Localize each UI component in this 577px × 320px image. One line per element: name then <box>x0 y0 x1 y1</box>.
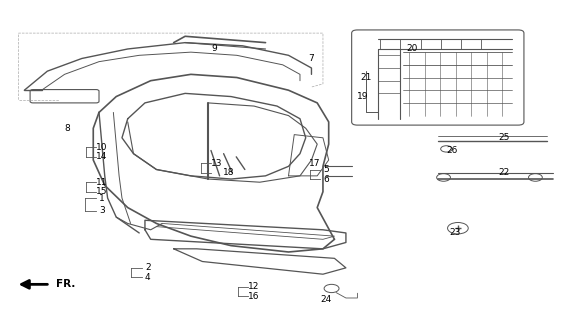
Text: 1: 1 <box>99 194 105 203</box>
Text: 12: 12 <box>248 282 260 292</box>
Text: 25: 25 <box>498 133 509 142</box>
Text: 24: 24 <box>320 295 331 304</box>
Text: 22: 22 <box>498 168 509 177</box>
Text: 17: 17 <box>309 159 320 168</box>
Text: 19: 19 <box>357 92 369 101</box>
Text: 18: 18 <box>223 168 234 177</box>
Text: 26: 26 <box>447 146 458 155</box>
Text: 4: 4 <box>145 273 151 282</box>
Text: 9: 9 <box>211 44 217 53</box>
Text: 3: 3 <box>99 206 105 215</box>
Text: 5: 5 <box>323 165 329 174</box>
Text: 11: 11 <box>96 178 108 187</box>
Text: 6: 6 <box>323 174 329 184</box>
Text: 16: 16 <box>248 292 260 301</box>
Text: 2: 2 <box>145 263 151 272</box>
Text: 23: 23 <box>449 228 460 237</box>
Text: 15: 15 <box>96 187 108 196</box>
Text: 20: 20 <box>406 44 418 53</box>
Text: 8: 8 <box>65 124 70 133</box>
Text: FR.: FR. <box>56 279 76 289</box>
Text: 7: 7 <box>309 54 314 63</box>
Text: 21: 21 <box>360 73 372 82</box>
Text: 13: 13 <box>211 159 223 168</box>
Text: 10: 10 <box>96 143 108 152</box>
Text: 14: 14 <box>96 152 107 161</box>
